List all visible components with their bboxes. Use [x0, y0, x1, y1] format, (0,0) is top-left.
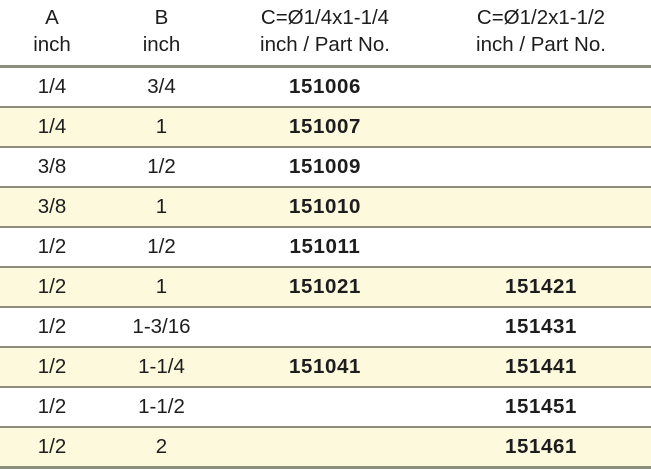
cell-c: 151021: [219, 267, 431, 309]
cell-a: 1/4: [0, 107, 104, 149]
column-header-c: C=Ø1/4x1-1/4 inch / Part No.: [219, 0, 431, 69]
cell-b: 1: [104, 187, 219, 229]
table-row: 1/2 1-3/16 151431: [0, 307, 651, 349]
cell-a: 1/4: [0, 66, 104, 109]
column-header-a-title: A: [45, 6, 59, 29]
table-row: 3/8 1 151010: [0, 187, 651, 229]
cell-c: 151010: [219, 187, 431, 229]
cell-c: [219, 427, 431, 469]
cell-a: 3/8: [0, 147, 104, 189]
table-header-row: A inch B inch C=Ø1/4x1-1/4 inch / Part N…: [0, 0, 651, 69]
cell-c: [219, 307, 431, 349]
cell-d: [431, 107, 651, 149]
cell-b: 1: [104, 107, 219, 149]
column-header-a: A inch: [0, 0, 104, 69]
cell-d: [431, 227, 651, 269]
table-body: 1/4 3/4 151006 1/4 1 151007 3/8 1/2 151009 3/8 1 15…: [0, 66, 651, 469]
cell-c: 151009: [219, 147, 431, 189]
table-row: 3/8 1/2 151009: [0, 147, 651, 189]
cell-d: 151421: [431, 267, 651, 309]
column-header-c-title: C=Ø1/4x1-1/4: [260, 6, 390, 29]
column-header-d: C=Ø1/2x1-1/2 inch / Part No.: [431, 0, 651, 69]
column-header-b-unit: inch: [142, 33, 181, 57]
cell-d: 151431: [431, 307, 651, 349]
column-header-c-unit: inch / Part No.: [260, 33, 390, 57]
cell-b: 1/2: [104, 227, 219, 269]
cell-a: 1/2: [0, 387, 104, 429]
column-header-d-unit: inch / Part No.: [476, 33, 606, 57]
cell-b: 1-1/4: [104, 347, 219, 389]
table-row: 1/2 1-1/4 151041 151441: [0, 347, 651, 389]
column-header-a-unit: inch: [33, 33, 71, 57]
cell-c: 151006: [219, 66, 431, 109]
cell-d: 151441: [431, 347, 651, 389]
cell-c: 151041: [219, 347, 431, 389]
cell-c: [219, 387, 431, 429]
cell-c: 151011: [219, 227, 431, 269]
cell-a: 1/2: [0, 307, 104, 349]
cell-c: 151007: [219, 107, 431, 149]
cell-d: [431, 147, 651, 189]
table-row: 1/2 1-1/2 151451: [0, 387, 651, 429]
cell-d: [431, 187, 651, 229]
table-row: 1/4 3/4 151006: [0, 66, 651, 109]
column-header-d-title: C=Ø1/2x1-1/2: [476, 6, 606, 29]
cell-b: 1: [104, 267, 219, 309]
table-row: 1/2 1/2 151011: [0, 227, 651, 269]
cell-d: [431, 66, 651, 109]
cell-a: 1/2: [0, 347, 104, 389]
cell-b: 1-3/16: [104, 307, 219, 349]
cell-d: 151461: [431, 427, 651, 469]
cell-a: 1/2: [0, 267, 104, 309]
cell-d: 151451: [431, 387, 651, 429]
cell-a: 1/2: [0, 227, 104, 269]
table-row: 1/2 1 151021 151421: [0, 267, 651, 309]
table-row: 1/2 2 151461: [0, 427, 651, 469]
cell-b: 1-1/2: [104, 387, 219, 429]
table-row: 1/4 1 151007: [0, 107, 651, 149]
cell-b: 3/4: [104, 66, 219, 109]
cell-b: 2: [104, 427, 219, 469]
cell-b: 1/2: [104, 147, 219, 189]
cell-a: 1/2: [0, 427, 104, 469]
cell-a: 3/8: [0, 187, 104, 229]
column-header-b: B inch: [104, 0, 219, 69]
table-header: A inch B inch C=Ø1/4x1-1/4 inch / Part N…: [0, 0, 651, 69]
column-header-b-title: B: [154, 6, 169, 29]
